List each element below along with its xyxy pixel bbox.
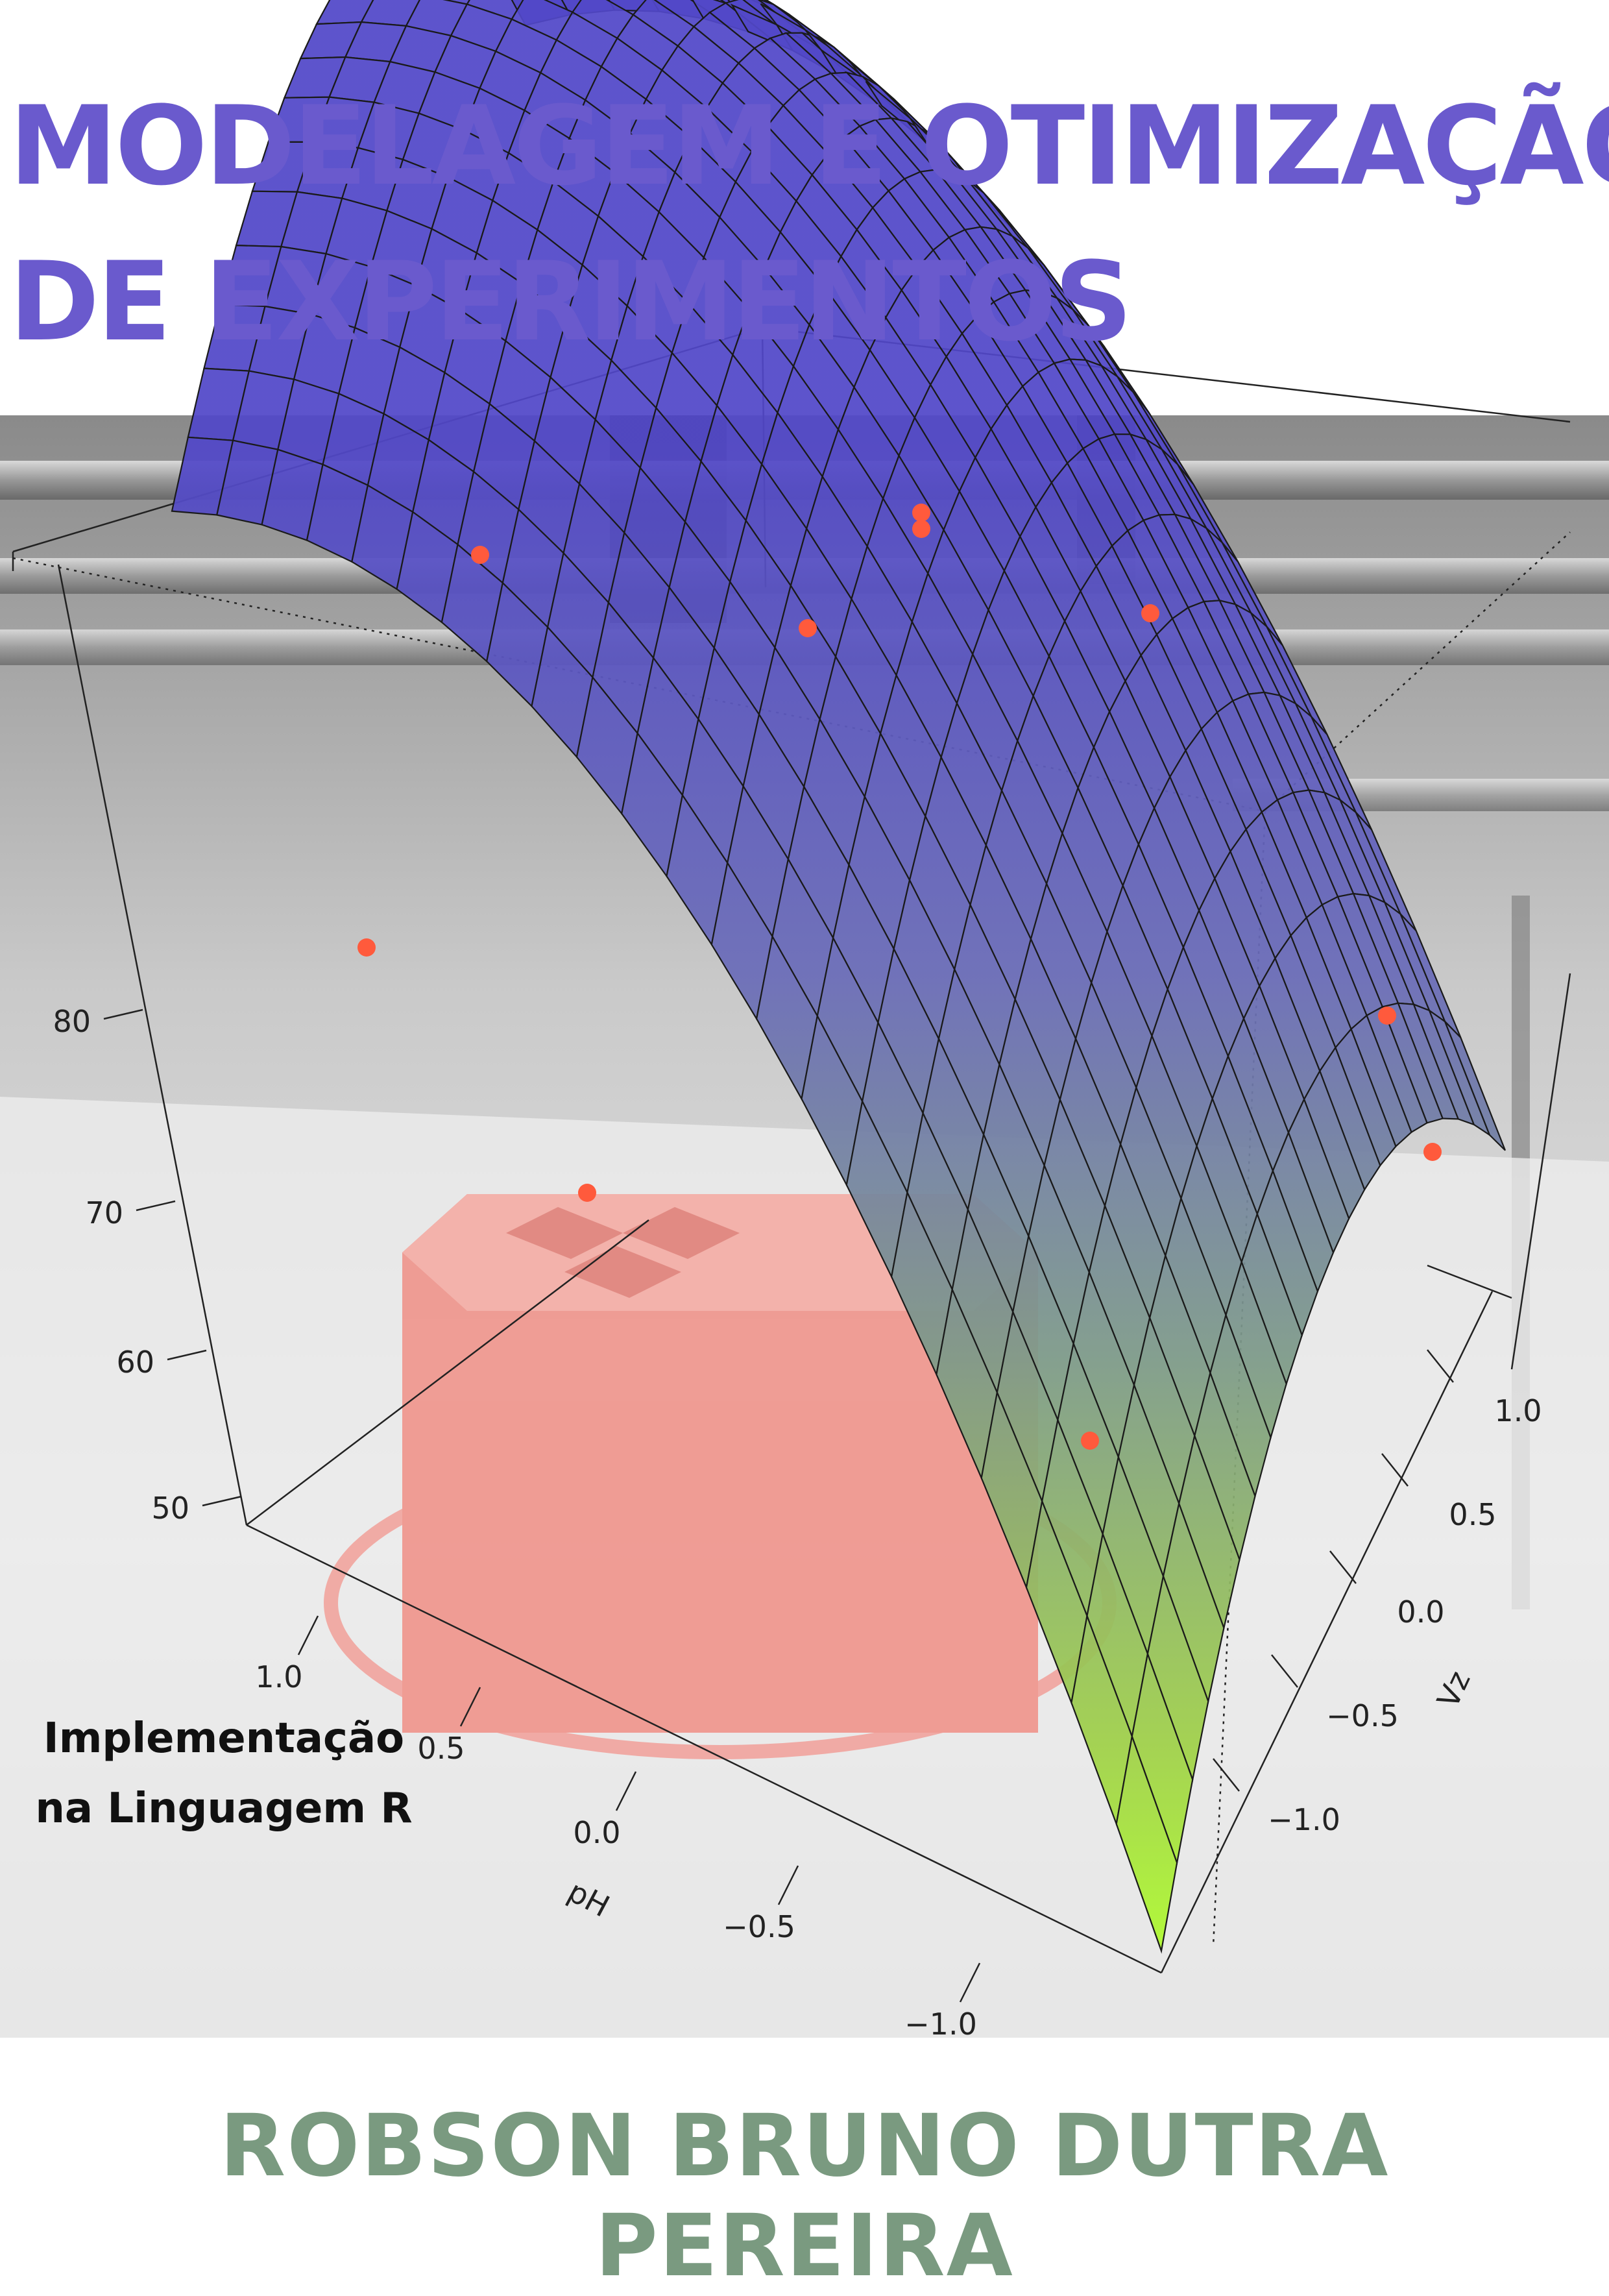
observed-point — [1378, 1007, 1396, 1025]
axis-tick-mark — [202, 1495, 242, 1507]
axis-ticks: 50 60 70 80 1.0 0.5 0.0 −0.5 −1.0 pH 1.0 0.5 0.0 −0.5… — [53, 1004, 1542, 2042]
plot-box-edge — [1160, 1291, 1494, 1973]
axis-tick-mark — [297, 1615, 319, 1655]
ph-tick-label: −0.5 — [723, 1909, 795, 1944]
plot-box-edge — [1510, 973, 1571, 1370]
observed-point — [1141, 604, 1159, 622]
z-tick-label: 50 — [151, 1491, 189, 1526]
vz-tick-label: 0.5 — [1449, 1497, 1496, 1532]
observed-point — [578, 1184, 596, 1202]
observed-point — [1081, 1432, 1099, 1450]
subtitle: Implementação na Linguagem R — [10, 1704, 438, 1844]
ph-tick-label: −1.0 — [904, 2007, 977, 2042]
observed-point — [912, 520, 930, 538]
surface-facet — [1444, 1021, 1506, 1151]
axis-tick-mark — [1213, 1758, 1240, 1792]
vz-tick-label: −0.5 — [1326, 1698, 1399, 1733]
ph-tick-label: 0.5 — [417, 1731, 465, 1766]
observed-point — [471, 546, 489, 564]
axis-tick-mark — [136, 1200, 176, 1212]
subtitle-line-2: na Linguagem R — [35, 1785, 413, 1833]
z-tick-label: 70 — [85, 1195, 123, 1230]
axis-tick-mark — [777, 1865, 799, 1905]
plot-box-edge — [57, 564, 248, 1526]
axis-tick-mark — [1271, 1654, 1298, 1688]
surface-mesh — [171, 0, 1506, 1954]
book-title: MODELAGEM E OTIMIZAÇÃO DE EXPERIMENTOS — [9, 68, 1609, 380]
ph-tick-label: 0.0 — [573, 1815, 620, 1850]
z-tick-label: 80 — [53, 1004, 91, 1039]
title-line-2: DE EXPERIMENTOS — [9, 238, 1133, 365]
ph-axis-label: pH — [563, 1874, 616, 1924]
observed-points — [357, 504, 1442, 1450]
z-tick-label: 60 — [116, 1345, 154, 1380]
surface-facet — [1115, 1733, 1178, 1954]
axis-tick-mark — [959, 1962, 981, 2003]
title-line-1: MODELAGEM E OTIMIZAÇÃO — [9, 82, 1609, 210]
observed-point — [1423, 1143, 1442, 1161]
subtitle-line-1: Implementação — [43, 1715, 405, 1763]
axis-tick-mark — [167, 1349, 207, 1361]
axis-tick-mark — [1381, 1453, 1409, 1487]
vz-tick-label: 1.0 — [1494, 1393, 1542, 1428]
ph-tick-label: 1.0 — [255, 1659, 302, 1694]
author-name: ROBSON BRUNO DUTRA PEREIRA — [219, 2096, 1390, 2296]
plot-box-edge — [1427, 1264, 1512, 1299]
plot-box-edge — [246, 1524, 1162, 1974]
observed-point — [357, 938, 376, 957]
axis-tick-mark — [615, 1771, 637, 1811]
vz-axis-label: Vz — [1430, 1666, 1477, 1713]
plot-box-edge — [1264, 531, 1571, 812]
axis-tick-mark — [1427, 1349, 1454, 1383]
vz-tick-label: −1.0 — [1268, 1802, 1340, 1837]
axis-tick-mark — [459, 1687, 481, 1727]
axis-tick-mark — [1329, 1550, 1357, 1584]
observed-point — [912, 504, 930, 522]
axis-tick-mark — [103, 1008, 143, 1020]
observed-point — [799, 619, 817, 637]
vz-tick-label: 0.0 — [1397, 1594, 1444, 1630]
plot-box-edge — [246, 1219, 649, 1526]
